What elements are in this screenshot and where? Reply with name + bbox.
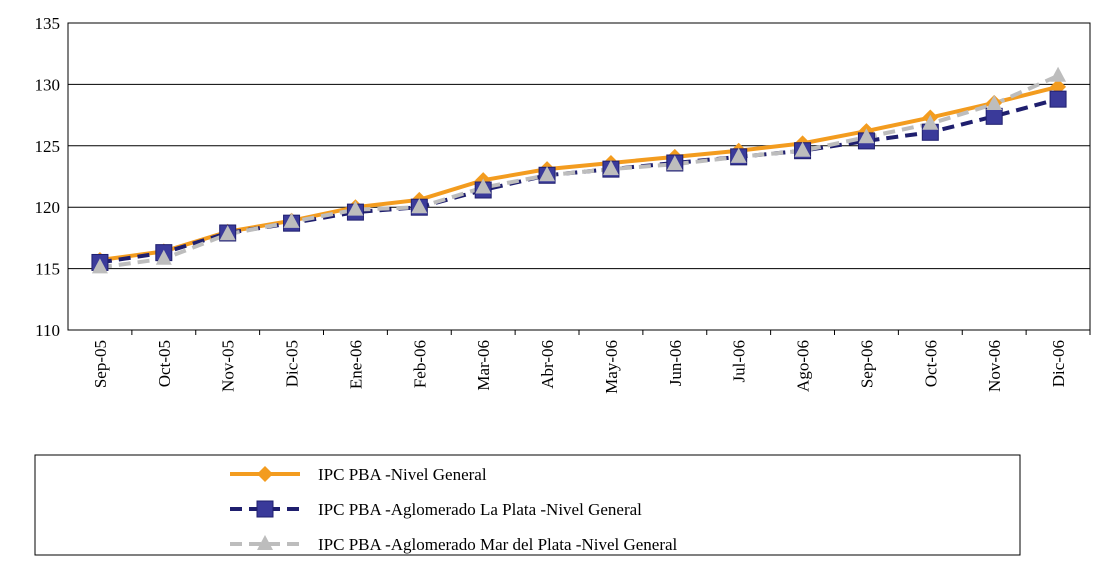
x-tick-label: Feb-06 [410,340,429,388]
series-line [99,97,1059,265]
marker [985,107,1003,125]
x-tick-label: Ago-06 [794,340,813,392]
marker [257,535,273,550]
x-tick-label: Oct-05 [155,340,174,387]
marker [219,225,236,241]
marker [794,141,811,157]
plot-border [67,22,1091,331]
y-tick-label: 110 [35,321,60,340]
legend-label: IPC PBA -Aglomerado Mar del Plata -Nivel… [318,535,678,554]
x-tick-label: May-06 [602,340,621,394]
legend-label: IPC PBA -Nivel General [318,465,487,484]
x-tick-label: Oct-06 [921,340,940,387]
y-tick-label: 115 [35,260,60,279]
marker [602,160,619,176]
marker [666,155,683,171]
marker [922,114,939,130]
marker [257,466,273,482]
marker [858,128,875,144]
marker [155,249,172,265]
marker [1049,90,1067,108]
y-tick-label: 125 [35,137,61,156]
x-tick-label: Jul-06 [730,340,749,383]
marker [283,212,300,228]
marker [347,200,364,216]
x-tick-label: Sep-06 [857,340,876,388]
y-tick-label: 135 [35,14,61,33]
legend-box [34,454,1021,556]
series-line [99,84,1059,262]
marker [730,147,747,163]
marker [91,258,108,274]
x-tick-label: Dic-06 [1049,340,1068,387]
x-tick-label: Nov-06 [985,340,1004,392]
x-tick-label: Dic-05 [283,340,302,387]
series-line [99,73,1059,270]
x-tick-label: Sep-05 [91,340,110,388]
marker [475,178,492,194]
x-tick-label: Mar-06 [474,340,493,391]
marker [986,95,1003,111]
marker [411,198,428,214]
marker [1050,66,1067,82]
y-tick-label: 120 [35,198,61,217]
x-tick-label: Jun-06 [666,340,685,386]
y-tick-label: 130 [35,75,61,94]
x-tick-label: Nov-05 [219,340,238,392]
x-tick-label: Ene-06 [346,340,365,389]
legend-label: IPC PBA -Aglomerado La Plata -Nivel Gene… [318,500,642,519]
x-tick-label: Abr-06 [538,340,557,389]
marker [256,500,274,518]
marker [539,166,556,182]
